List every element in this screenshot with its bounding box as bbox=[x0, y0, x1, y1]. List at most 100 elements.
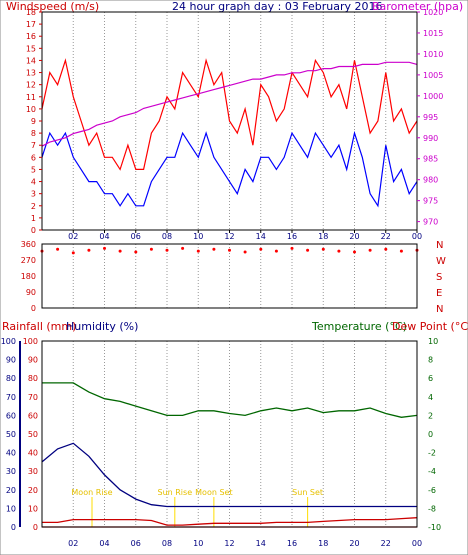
series-gust-line bbox=[41, 58, 418, 171]
rainfall-y-tick-label: 20 bbox=[28, 486, 38, 495]
wind-x-tick-label: 06 bbox=[131, 232, 141, 241]
series-average-line bbox=[41, 130, 418, 208]
temperature-y-tick-label: -2 bbox=[428, 449, 436, 458]
wind-x-tick-label: 02 bbox=[68, 232, 78, 241]
direction-y-tick-label: 360 bbox=[21, 240, 36, 249]
temperature-y-tick-label: -6 bbox=[428, 486, 436, 495]
humidity-ylabel: Humidity (%) bbox=[66, 320, 138, 333]
temperature-x-tick-label: 20 bbox=[349, 539, 359, 548]
wind-x-tick-label: 08 bbox=[162, 232, 172, 241]
wind-ylabel: Windspeed (m/s) bbox=[6, 0, 99, 13]
wind-y-tick-label: 2 bbox=[31, 202, 36, 211]
humidity-y-tick-label: 80 bbox=[6, 374, 16, 383]
barometer-y-tick-label: 985 bbox=[423, 155, 438, 164]
direction-point bbox=[368, 248, 372, 252]
barometer-ylabel: Barometer (hpa) bbox=[372, 0, 463, 13]
rainfall-y-tick-label: 70 bbox=[28, 393, 38, 402]
humidity-y-ticks: 0 0 10 10 20 20 30 30 40 40 50 50 60 60 70 70 80 80 90 90 10… bbox=[1, 337, 38, 532]
wind-x-tick-label: 04 bbox=[99, 232, 109, 241]
barometer-y-ticks: 970 975 980 985 990 995 1000 1005 1010 1015 1020 bbox=[417, 8, 443, 227]
rainfall-y-tick-label: 80 bbox=[28, 374, 38, 383]
temperature-x-tick-label: 06 bbox=[131, 539, 141, 548]
temperature-y-tick-label: -4 bbox=[428, 467, 436, 476]
direction-point bbox=[181, 246, 185, 250]
direction-point bbox=[118, 249, 122, 253]
temperature-x-tick-label: 18 bbox=[318, 539, 328, 548]
annotation-label: Moon Rise bbox=[71, 488, 112, 497]
temperature-y-tick-label: 10 bbox=[428, 337, 438, 346]
barometer-y-tick-label: 1020 bbox=[423, 8, 443, 17]
humidity-y-tick-label: 100 bbox=[1, 337, 16, 346]
direction-point bbox=[71, 251, 75, 255]
barometer-y-tick-label: 970 bbox=[423, 218, 438, 227]
astro-annotations: Moon Rise Sun Rise Moon Set Sun Set bbox=[71, 488, 323, 527]
rainfall-y-tick-label: 50 bbox=[28, 430, 38, 439]
direction-y-ticks: 0 90 180 270 360 bbox=[21, 240, 36, 313]
wind-y-tick-label: 5 bbox=[31, 165, 36, 174]
wind-y-tick-label: 15 bbox=[26, 44, 36, 53]
wind-x-tick-label: 18 bbox=[318, 232, 328, 241]
series-pressure-line bbox=[41, 61, 418, 147]
humidity-y-tick-label: 20 bbox=[6, 486, 16, 495]
direction-point bbox=[337, 249, 341, 253]
rainfall-y-tick-label: 10 bbox=[28, 504, 38, 513]
direction-series bbox=[40, 246, 419, 255]
direction-point bbox=[353, 250, 356, 254]
wind-y-tick-label: 4 bbox=[31, 178, 36, 187]
direction-point bbox=[103, 246, 106, 250]
compass-label: N bbox=[436, 304, 443, 315]
wind-x-tick-label: 14 bbox=[256, 232, 266, 241]
temperature-plot-frame bbox=[41, 340, 418, 528]
wind-y-tick-label: 3 bbox=[31, 190, 36, 199]
series-line bbox=[42, 517, 418, 526]
wind-y-tick-label: 18 bbox=[26, 8, 36, 17]
rainfall-y-tick-label: 60 bbox=[28, 411, 38, 420]
wind-x-tick-label: 22 bbox=[381, 232, 391, 241]
wind-y-tick-label: 8 bbox=[31, 129, 36, 138]
wind-y-tick-label: 14 bbox=[26, 56, 36, 65]
direction-point bbox=[228, 248, 231, 252]
direction-point bbox=[149, 247, 153, 251]
barometer-y-tick-label: 1000 bbox=[423, 92, 443, 101]
wind-grid bbox=[72, 12, 418, 230]
wind-x-ticks: 02 04 06 08 10 12 14 16 18 20 22 00 bbox=[68, 230, 422, 241]
humidity-y-tick-label: 40 bbox=[6, 449, 16, 458]
direction-point bbox=[290, 246, 294, 250]
barometer-y-tick-label: 1015 bbox=[423, 29, 443, 38]
wind-y-tick-label: 0 bbox=[31, 226, 36, 235]
barometer-y-tick-label: 995 bbox=[423, 113, 438, 122]
temperature-x-tick-label: 10 bbox=[193, 539, 203, 548]
direction-y-tick-label: 90 bbox=[26, 288, 36, 297]
rainfall-y-tick-label: 0 bbox=[33, 523, 38, 532]
temperature-x-tick-label: 22 bbox=[381, 539, 391, 548]
wind-y-tick-label: 10 bbox=[26, 105, 36, 114]
temperature-x-tick-label: 02 bbox=[68, 539, 78, 548]
compass-label: E bbox=[436, 288, 442, 299]
temperature-y-tick-label: -8 bbox=[428, 504, 436, 513]
rainfall-y-tick-label: 30 bbox=[28, 467, 38, 476]
humidity-y-tick-label: 90 bbox=[6, 356, 16, 365]
compass-label: S bbox=[436, 272, 442, 283]
wind-x-tick-label: 00 bbox=[412, 232, 422, 241]
direction-y-tick-label: 180 bbox=[21, 272, 36, 281]
series-line bbox=[42, 382, 418, 418]
wind-series bbox=[41, 58, 418, 208]
annotation-label: Sun Rise bbox=[157, 488, 192, 497]
direction-y-tick-label: 270 bbox=[21, 256, 36, 265]
temperature-x-tick-label: 12 bbox=[224, 539, 234, 548]
direction-point bbox=[274, 249, 278, 253]
temperature-y-tick-label: 6 bbox=[428, 374, 433, 383]
direction-point bbox=[384, 247, 388, 251]
rainfall-ylabel: Rainfall (mm) bbox=[2, 320, 76, 333]
barometer-y-tick-label: 1010 bbox=[423, 50, 443, 59]
temperature-ylabel: Temperature (°C) bbox=[311, 320, 407, 333]
wind-y-tick-label: 13 bbox=[26, 69, 36, 78]
barometer-y-tick-label: 980 bbox=[423, 176, 438, 185]
annotation-label: Moon Set bbox=[195, 488, 232, 497]
direction-point bbox=[134, 250, 138, 254]
compass-label: W bbox=[436, 256, 446, 267]
wind-y-tick-label: 1 bbox=[31, 214, 36, 223]
